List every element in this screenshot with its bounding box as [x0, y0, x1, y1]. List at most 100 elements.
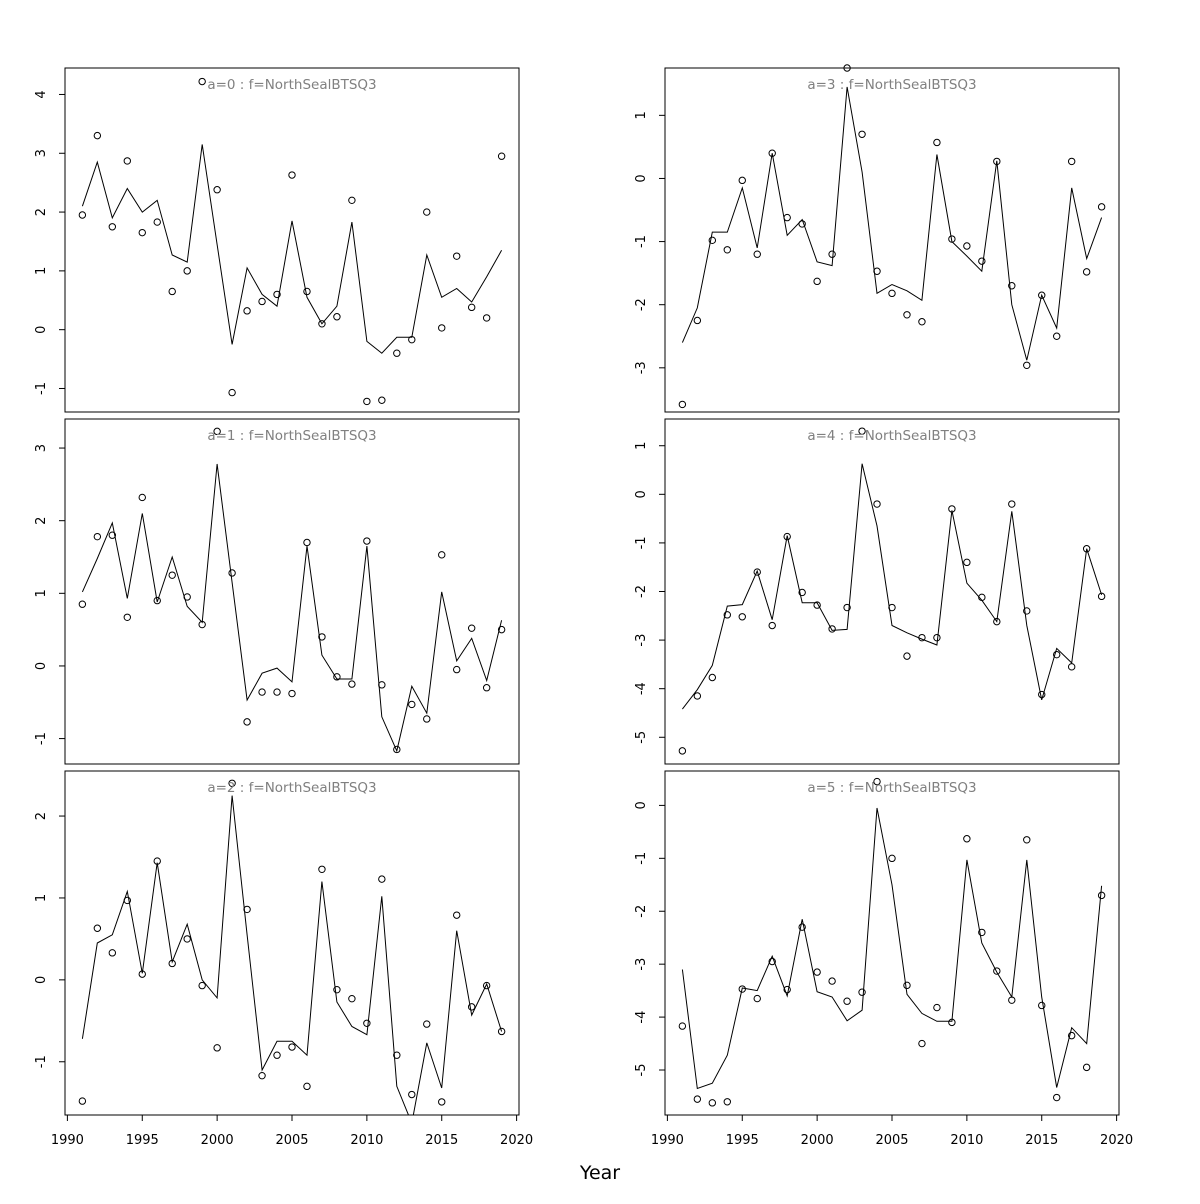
observed-point: [783, 213, 791, 222]
observed-point: [1097, 203, 1106, 211]
observed-point: [978, 928, 986, 937]
observed-point: [213, 427, 221, 436]
fitted-line: [81, 795, 503, 1115]
panel-5: -5 -4 -3 -2 -1 0 1990 1995 2000 2005 2010 2015 2020 a…: [634, 770, 1133, 1148]
y-tick-label: 2: [34, 812, 49, 820]
observed-point: [978, 593, 986, 602]
y-tick-label: -4: [634, 1011, 649, 1024]
observed-point: [497, 625, 506, 634]
observed-point: [243, 905, 251, 914]
observed-point: [363, 397, 371, 406]
observed-point: [903, 311, 911, 319]
observed-point: [153, 218, 161, 226]
y-tick-label: -5: [634, 731, 649, 744]
observed-point: [108, 223, 117, 231]
observed-point: [78, 211, 87, 219]
observed-point: [318, 633, 326, 641]
y-tick-label: 0: [34, 662, 49, 670]
observed-point: [423, 1020, 431, 1028]
observed-point: [423, 208, 431, 216]
observed-point: [153, 857, 161, 865]
observed-point: [363, 537, 371, 545]
observed-point: [378, 875, 386, 883]
observed-point: [783, 985, 791, 994]
observed-point: [1038, 690, 1046, 699]
observed-point: [408, 1090, 416, 1099]
observed-point: [348, 994, 356, 1003]
observed-point: [408, 335, 416, 344]
observed-point: [288, 171, 296, 179]
observed-point: [78, 1097, 87, 1105]
panel-4: -1 0 1 2 1990 1995 2000 2005 2010 2015 2020 a=2 : f…: [34, 770, 533, 1148]
observed-point: [78, 600, 87, 608]
y-tick-label: -2: [634, 905, 649, 918]
observed-point: [1097, 891, 1106, 900]
observed-point: [243, 307, 251, 315]
observed-point: [198, 620, 206, 629]
observed-point: [93, 131, 102, 140]
x-tick-label: 1990: [651, 1133, 684, 1148]
observed-point: [858, 130, 866, 138]
observed-point: [1053, 1093, 1061, 1102]
y-tick-label: -3: [634, 958, 649, 971]
observed-point: [497, 1027, 506, 1036]
observed-point: [408, 700, 416, 709]
y-tick-label: -4: [634, 682, 649, 695]
x-tick-label: 2020: [500, 1133, 533, 1148]
observed-point: [918, 318, 926, 326]
observed-point: [798, 220, 806, 228]
observed-point: [933, 138, 941, 147]
observed-point: [1023, 361, 1031, 369]
observed-point: [393, 1051, 401, 1059]
observed-point: [948, 505, 956, 513]
observed-point: [288, 689, 296, 698]
observed-point: [873, 500, 881, 508]
observed-point: [933, 1003, 941, 1012]
y-tick-label: -5: [634, 1064, 649, 1077]
observed-point: [768, 149, 776, 157]
observed-point: [228, 388, 236, 397]
observed-point: [333, 673, 341, 681]
y-tick-label: -1: [34, 382, 49, 395]
observed-point: [467, 303, 476, 312]
observed-point: [183, 267, 191, 275]
observed-point: [738, 613, 746, 621]
observed-point: [93, 924, 102, 932]
observed-point: [723, 1098, 731, 1106]
observed-point: [693, 1095, 702, 1103]
observed-point: [273, 1051, 281, 1059]
x-tick-label: 2005: [275, 1133, 308, 1148]
observed-point: [123, 613, 131, 621]
observed-point: [678, 747, 687, 755]
observed-point: [123, 896, 131, 905]
observed-point: [228, 569, 236, 577]
observed-point: [423, 715, 431, 723]
observed-point: [1053, 650, 1061, 659]
observed-point: [828, 250, 836, 258]
observed-point: [453, 252, 461, 260]
observed-point: [1053, 332, 1061, 340]
panel-title: a=0 : f=NorthSealBTSQ3: [207, 77, 376, 93]
observed-point: [378, 681, 386, 689]
x-tick-label: 2015: [1025, 1133, 1058, 1148]
y-tick-label: 0: [634, 490, 649, 498]
observed-point: [963, 242, 971, 250]
observed-point: [963, 835, 971, 843]
fitted-line: [681, 807, 1103, 1090]
plot-frame: [64, 418, 520, 765]
fitted-line: [81, 144, 503, 354]
y-tick-label: 2: [34, 517, 49, 525]
fitted-line: [682, 463, 1103, 710]
observed-point: [753, 250, 761, 258]
observed-point: [228, 779, 236, 787]
panel-title: a=5 : f=NorthSealBTSQ3: [807, 780, 976, 796]
observed-point: [108, 531, 117, 539]
observed-point: [1097, 592, 1106, 601]
observed-point: [1082, 545, 1091, 553]
observed-point: [888, 854, 896, 863]
observed-point: [678, 1022, 687, 1030]
observed-point: [288, 1043, 296, 1051]
